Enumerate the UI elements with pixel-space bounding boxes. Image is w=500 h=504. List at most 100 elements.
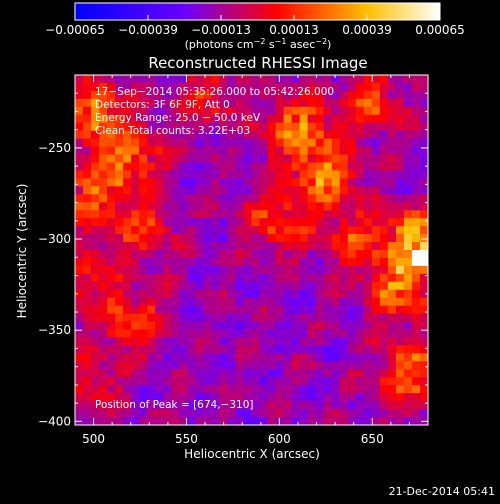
heatmap-cell bbox=[411, 162, 421, 171]
heatmap-cell bbox=[211, 170, 220, 179]
heatmap-cell bbox=[251, 281, 260, 291]
heatmap-cell bbox=[219, 146, 228, 155]
heatmap-cell bbox=[323, 162, 333, 171]
heatmap-cell bbox=[243, 130, 252, 139]
heatmap-cell bbox=[371, 138, 381, 147]
heatmap-cell bbox=[411, 361, 421, 370]
heatmap-cell bbox=[347, 250, 357, 259]
heatmap-cell bbox=[75, 154, 84, 163]
heatmap-cell bbox=[115, 265, 124, 275]
heatmap-cell bbox=[235, 385, 244, 394]
heatmap-cell bbox=[195, 218, 204, 227]
heatmap-cell bbox=[83, 194, 92, 203]
heatmap-cell bbox=[195, 257, 204, 267]
heatmap-cell bbox=[75, 321, 84, 330]
heatmap-cell bbox=[339, 313, 349, 322]
heatmap-cell bbox=[315, 186, 324, 195]
heatmap-cell bbox=[419, 138, 429, 147]
heatmap-cell bbox=[107, 226, 116, 235]
heatmap-cell bbox=[131, 170, 140, 179]
heatmap-cell bbox=[307, 321, 316, 330]
heatmap-cell bbox=[387, 234, 397, 243]
heatmap-cell bbox=[91, 194, 100, 203]
heatmap-cell bbox=[179, 250, 188, 259]
heatmap-cell bbox=[323, 98, 333, 108]
heatmap-cell bbox=[331, 313, 341, 322]
heatmap-cell bbox=[203, 194, 212, 203]
heatmap-cell bbox=[355, 250, 365, 259]
heatmap-cell bbox=[251, 98, 260, 108]
heatmap-cell bbox=[379, 154, 389, 163]
heatmap-cell bbox=[147, 265, 156, 275]
heatmap-cell bbox=[179, 417, 188, 426]
heatmap-cell bbox=[339, 369, 349, 378]
heatmap-cell bbox=[219, 186, 228, 195]
heatmap-cell bbox=[171, 257, 180, 267]
heatmap-cell bbox=[227, 242, 236, 251]
heatmap-cell bbox=[339, 226, 349, 235]
heatmap-cell bbox=[171, 114, 180, 124]
heatmap-cell bbox=[91, 226, 100, 235]
heatmap-cell bbox=[355, 313, 365, 322]
heatmap-cell bbox=[267, 297, 276, 306]
heatmap-cell bbox=[235, 178, 244, 187]
heatmap-cell bbox=[131, 75, 140, 84]
heatmap-cell bbox=[371, 377, 381, 386]
heatmap-cell bbox=[147, 409, 156, 418]
heatmap-cell bbox=[139, 297, 148, 306]
heatmap-cell bbox=[91, 329, 100, 338]
heatmap-cell bbox=[299, 242, 308, 251]
heatmap-cell bbox=[155, 305, 164, 314]
heatmap-cell bbox=[267, 242, 276, 251]
heatmap-cell bbox=[315, 234, 324, 243]
heatmap-cell bbox=[387, 226, 397, 235]
heatmap-cell bbox=[211, 385, 220, 394]
heatmap-cell bbox=[99, 321, 108, 330]
heatmap-cell bbox=[339, 401, 349, 410]
heatmap-cell bbox=[147, 385, 156, 394]
heatmap-cell bbox=[91, 281, 100, 291]
heatmap-cell bbox=[347, 114, 357, 124]
heatmap-cell bbox=[307, 98, 316, 108]
heatmap-cell bbox=[259, 257, 268, 267]
heatmap-cell bbox=[283, 146, 292, 155]
heatmap-cell bbox=[387, 281, 397, 291]
heatmap-cell bbox=[131, 250, 140, 259]
heatmap-cell bbox=[307, 361, 316, 370]
heatmap-cell bbox=[387, 194, 397, 203]
heatmap-cell bbox=[147, 138, 156, 147]
heatmap-cell bbox=[339, 265, 349, 275]
heatmap-cell bbox=[387, 321, 397, 330]
heatmap-cell bbox=[347, 385, 357, 394]
heatmap-cell bbox=[275, 265, 284, 275]
heatmap-cell bbox=[347, 345, 357, 354]
heatmap-cell bbox=[147, 281, 156, 291]
heatmap-cell bbox=[203, 337, 212, 346]
heatmap-cell bbox=[187, 210, 196, 219]
x-axis-ticks: 500 550 600 650 bbox=[74, 75, 429, 446]
heatmap-cell bbox=[419, 114, 429, 124]
heatmap-cell bbox=[227, 273, 236, 283]
heatmap-cell bbox=[355, 305, 365, 314]
heatmap-cell bbox=[187, 82, 196, 92]
heatmap-cell bbox=[171, 250, 180, 259]
heatmap-cell bbox=[123, 234, 132, 243]
heatmap-cell bbox=[307, 377, 316, 386]
heatmap-cell bbox=[403, 321, 413, 330]
heatmap-cell bbox=[299, 250, 308, 259]
heatmap-cell bbox=[99, 170, 108, 179]
heatmap-cell bbox=[411, 98, 421, 108]
heatmap-cell bbox=[147, 393, 156, 402]
heatmap-cell bbox=[131, 257, 140, 267]
heatmap-cell bbox=[419, 122, 429, 131]
heatmap-cell bbox=[211, 210, 220, 219]
heatmap-cell bbox=[387, 305, 397, 314]
heatmap-cell bbox=[155, 385, 164, 394]
heatmap-cell bbox=[323, 345, 333, 354]
heatmap-cell bbox=[75, 178, 84, 187]
heatmap-cell bbox=[147, 305, 156, 314]
heatmap-cell bbox=[259, 170, 268, 179]
heatmap-cell bbox=[251, 218, 260, 227]
heatmap-cell bbox=[299, 417, 308, 426]
heatmap-cell bbox=[203, 210, 212, 219]
